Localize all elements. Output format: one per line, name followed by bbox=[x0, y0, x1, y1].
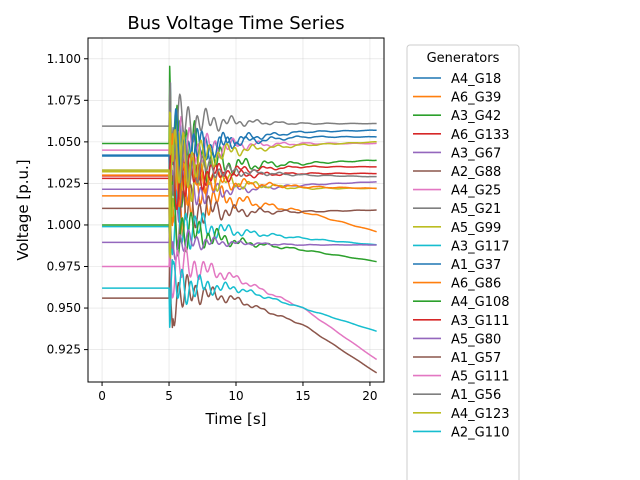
legend-label-A6_G86: A6_G86 bbox=[451, 277, 501, 292]
series-line-A3_G42 bbox=[101, 65, 377, 208]
series-line-A5_G111 bbox=[101, 246, 378, 361]
y-tick-label: 0.975 bbox=[47, 260, 81, 274]
x-tick-label: 15 bbox=[295, 389, 310, 403]
y-tick-label: 1.075 bbox=[47, 93, 81, 107]
legend-label-A2_G110: A2_G110 bbox=[451, 425, 510, 440]
legend-label-A3_G67: A3_G67 bbox=[451, 146, 501, 161]
legend: Generators A4_G18 A6_G39 A3_G42 A6_G133 A3_G… bbox=[406, 44, 520, 480]
legend-label-A6_G39: A6_G39 bbox=[451, 91, 501, 106]
x-tick-label: 0 bbox=[98, 389, 106, 403]
legend-label-A2_G88: A2_G88 bbox=[451, 165, 501, 180]
legend-label-A5_G21: A5_G21 bbox=[451, 202, 501, 217]
series-line-A4_G123 bbox=[101, 128, 377, 259]
y-axis: 0.925 0.950 0.975 1.000 1.025 1.050 1.075 1.100 bbox=[47, 52, 88, 357]
x-tick-label: 20 bbox=[362, 389, 377, 403]
legend-title: Generators bbox=[427, 51, 500, 66]
legend-label-A6_G133: A6_G133 bbox=[451, 128, 510, 143]
legend-label-A3_G111: A3_G111 bbox=[451, 314, 510, 329]
series-layer bbox=[101, 65, 378, 374]
legend-frame bbox=[406, 44, 520, 480]
series-line-A1_G37 bbox=[101, 108, 377, 198]
series-line-A3_G111 bbox=[101, 148, 377, 211]
legend-label-A3_G42: A3_G42 bbox=[451, 109, 501, 124]
x-tick-label: 5 bbox=[165, 389, 173, 403]
plot-area bbox=[87, 37, 385, 383]
series-line-A3_G67 bbox=[101, 169, 377, 249]
legend-label-A5_G111: A5_G111 bbox=[451, 370, 510, 385]
legend-label-A4_G25: A4_G25 bbox=[451, 184, 501, 199]
legend-label-A1_G57: A1_G57 bbox=[451, 351, 501, 366]
legend-label-A1_G56: A1_G56 bbox=[451, 388, 501, 403]
x-tick-label: 10 bbox=[228, 389, 243, 403]
y-tick-label: 1.025 bbox=[47, 176, 81, 190]
series-line-A3_G117 bbox=[101, 191, 377, 256]
legend-label-A4_G123: A4_G123 bbox=[451, 407, 510, 422]
series-line-A5_G21 bbox=[101, 82, 377, 156]
series-line-A4_G18 bbox=[101, 81, 377, 185]
series-line-A2_G88 bbox=[101, 175, 377, 273]
series-line-A6_G133 bbox=[101, 152, 377, 208]
series-line-A2_G110 bbox=[101, 259, 377, 332]
legend-label-A5_G99: A5_G99 bbox=[451, 221, 501, 236]
x-axis-label: Time [s] bbox=[205, 410, 267, 428]
y-tick-label: 1.100 bbox=[47, 52, 81, 66]
legend-label-A3_G117: A3_G117 bbox=[451, 239, 510, 254]
legend-label-A4_G18: A4_G18 bbox=[451, 72, 501, 87]
y-axis-label: Voltage [p.u.] bbox=[14, 159, 32, 260]
series-line-A1_G57 bbox=[101, 255, 378, 374]
y-tick-label: 0.925 bbox=[47, 343, 81, 357]
legend-items: A4_G18 A6_G39 A3_G42 A6_G133 A3_G67 A2_G88 A4_… bbox=[413, 72, 510, 440]
series-line-A6_G39 bbox=[101, 94, 377, 238]
series-line-A5_G80 bbox=[101, 212, 377, 261]
legend-label-A1_G37: A1_G37 bbox=[451, 258, 501, 273]
y-tick-label: 0.950 bbox=[47, 301, 81, 315]
y-tick-label: 1.000 bbox=[47, 218, 81, 232]
legend-label-A5_G80: A5_G80 bbox=[451, 332, 501, 347]
y-tick-label: 1.050 bbox=[47, 135, 81, 149]
legend-label-A4_G108: A4_G108 bbox=[451, 295, 510, 310]
chart-title: Bus Voltage Time Series bbox=[127, 13, 344, 34]
series-line-A4_G108 bbox=[101, 181, 377, 263]
x-axis: 0 5 10 15 20 bbox=[98, 382, 378, 403]
series-line-A6_G86 bbox=[101, 129, 377, 241]
